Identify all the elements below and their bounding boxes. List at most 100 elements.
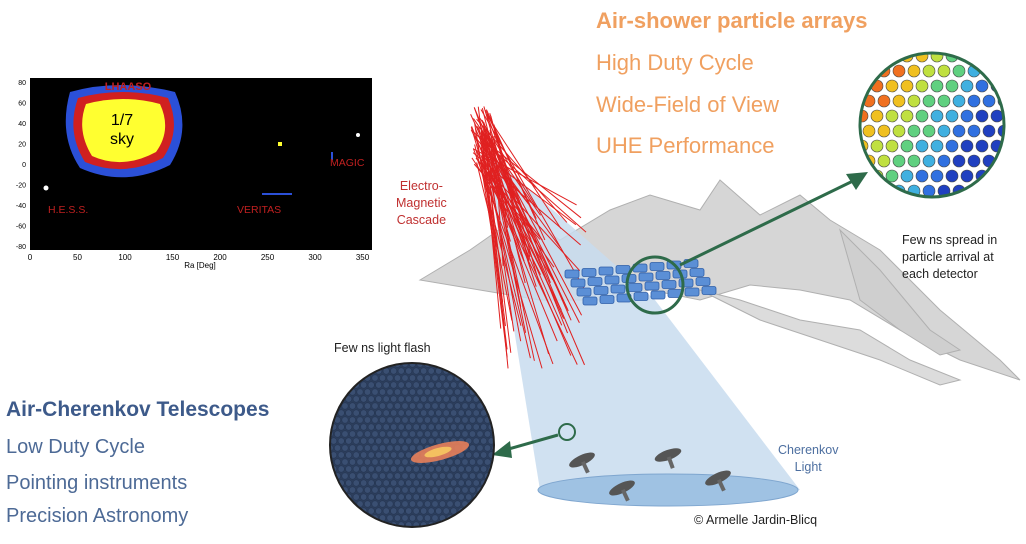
camera-pixel	[386, 416, 394, 424]
camera-pixel	[487, 437, 494, 445]
camera-pixel	[375, 409, 383, 417]
timing-cell	[975, 79, 989, 93]
cherenkov-item: Pointing instruments	[6, 472, 188, 494]
camera-pixel	[337, 367, 345, 375]
camera-pixel	[496, 424, 502, 430]
camera-pixel	[412, 409, 420, 417]
timing-cell	[945, 169, 959, 183]
camera-pixel	[401, 430, 409, 438]
cascade-track	[482, 121, 532, 240]
cascade-track	[491, 161, 535, 361]
camera-pixel	[345, 465, 353, 473]
camera-pixel	[349, 514, 356, 522]
camera-pixel	[412, 437, 420, 445]
camera-pixel	[379, 500, 386, 508]
camera-pixel	[457, 521, 465, 527]
detector-unit	[695, 277, 711, 286]
camera-pixel	[499, 459, 505, 465]
camera-pixel	[337, 423, 345, 431]
camera-pixel	[341, 458, 349, 466]
timing-cell	[892, 64, 906, 78]
detector-unit	[582, 296, 598, 306]
x-tick-label: 150	[166, 253, 180, 262]
camera-pixel	[472, 409, 480, 417]
camera-pixel	[472, 437, 480, 445]
camera-pixel	[461, 430, 469, 438]
camera-pixel	[371, 374, 379, 382]
cascade-track	[480, 109, 588, 295]
camera-pixel	[345, 409, 353, 417]
camera-pixel	[367, 493, 375, 501]
camera-pixel	[450, 521, 458, 527]
cascade-track	[476, 125, 530, 228]
camera-pixel	[454, 500, 461, 508]
camera-pixel	[345, 451, 353, 459]
camera-pixel	[341, 472, 349, 480]
camera-pixel	[484, 486, 491, 494]
detector-unit	[604, 275, 620, 285]
telescope-dish	[654, 448, 682, 469]
camera-pixel	[337, 465, 345, 473]
camera-pixel	[356, 486, 364, 494]
camera-pixel	[337, 451, 345, 459]
camera-pixel	[337, 381, 345, 389]
y-tick-label: -80	[16, 244, 26, 251]
camera-pixel	[401, 374, 409, 382]
camera-pixel	[356, 472, 364, 480]
camera-pixel	[379, 458, 386, 466]
camera-pixel	[412, 367, 420, 375]
camera-pixel	[401, 416, 409, 424]
camera-pixel	[409, 500, 416, 508]
camera-pixel	[330, 363, 334, 368]
camera-pixel	[442, 479, 450, 487]
camera-pixel	[427, 423, 435, 431]
timing-cell	[952, 124, 966, 138]
em-cascade-line: Cascade	[396, 213, 447, 227]
camera-pixel	[334, 374, 341, 382]
timing-cell	[862, 184, 876, 197]
camera-pixel	[349, 374, 356, 382]
camera-pixel	[499, 487, 505, 493]
timing-cell	[907, 154, 921, 168]
camera-pixel	[341, 444, 349, 452]
timing-cell	[960, 139, 974, 153]
camera-pixel	[386, 500, 394, 508]
camera-pixel	[330, 521, 338, 527]
camera-pixel	[424, 388, 431, 396]
timing-cell	[900, 169, 914, 183]
camera-pixel	[427, 507, 435, 515]
camera-pixel	[352, 479, 360, 487]
camera-pixel	[465, 367, 473, 375]
camera-pixel	[382, 493, 390, 501]
camera-pixel	[341, 500, 349, 508]
camera-pixel	[334, 514, 341, 522]
camera-pixel	[442, 409, 450, 417]
cascade-track	[472, 148, 577, 206]
camera-pixel	[476, 374, 484, 382]
camera-pixel	[431, 402, 439, 410]
detector-unit	[593, 286, 609, 295]
timing-cell	[997, 124, 1004, 138]
camera-pixel	[352, 437, 360, 445]
camera-pixel	[352, 465, 360, 473]
timing-cell	[975, 139, 989, 153]
timing-cell	[877, 94, 891, 108]
camera-pixel	[427, 381, 435, 389]
detector-unit	[649, 262, 665, 271]
camera-pixel	[480, 465, 488, 473]
timing-cell	[900, 109, 914, 123]
timing-cell	[870, 109, 884, 123]
camera-pixel	[382, 479, 390, 487]
camera-pixel	[379, 374, 386, 382]
camera-pixel	[416, 486, 424, 494]
telescope-dish	[609, 480, 635, 502]
detector-unit	[576, 287, 592, 297]
y-tick-label: 60	[18, 101, 26, 108]
camera-pixel	[450, 493, 458, 501]
camera-pixel	[349, 444, 356, 452]
camera-pixel	[457, 479, 465, 487]
camera-pixel	[382, 465, 390, 473]
camera-pixel	[409, 374, 416, 382]
camera-pixel	[364, 363, 371, 368]
camera-pixel	[356, 514, 364, 522]
